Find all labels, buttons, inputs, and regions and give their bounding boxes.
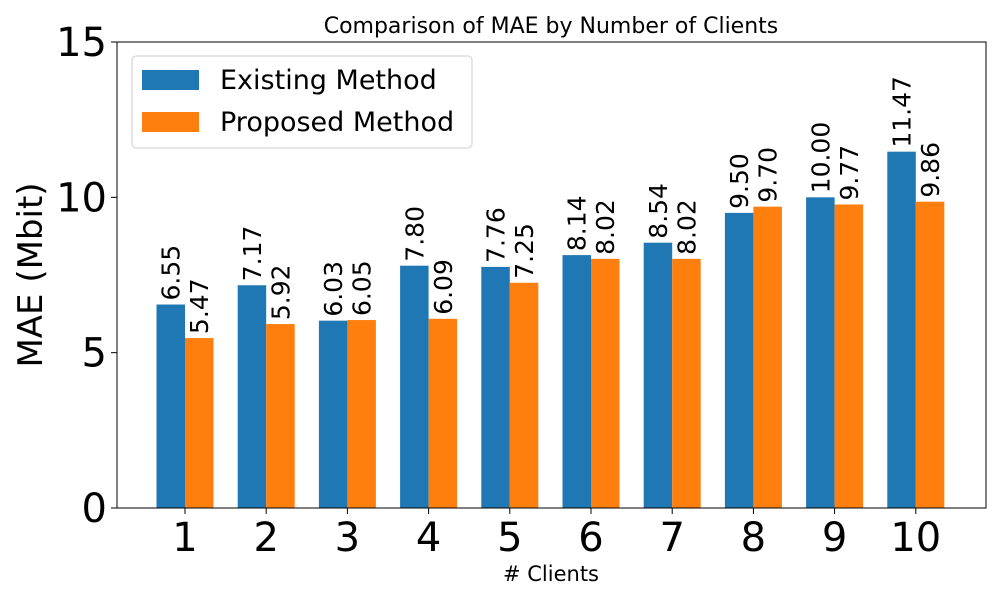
bar-existing-10	[887, 151, 916, 508]
bar-proposed-5	[509, 282, 539, 508]
bar-existing-8	[724, 212, 754, 508]
bar-existing-5	[481, 266, 510, 508]
bar-existing-1	[156, 304, 185, 508]
data-label-existing-6: 8.14	[563, 195, 592, 251]
bar-proposed-4	[428, 318, 458, 508]
data-label-proposed-1: 5.47	[185, 278, 214, 334]
data-label-existing-3: 6.03	[319, 261, 348, 317]
x-axis-ticks: 1 2 3 4 5 6 7 8 9 10	[172, 508, 941, 561]
x-tick-label: 7	[659, 515, 684, 561]
y-tick-label: 15	[56, 20, 107, 66]
x-axis-label: # Clients	[503, 562, 599, 586]
bar-proposed-2	[266, 324, 295, 508]
x-tick-label: 3	[335, 515, 360, 561]
bar-proposed-3	[347, 320, 376, 508]
data-label-existing-9: 10.00	[806, 122, 835, 194]
x-tick-label: 10	[890, 515, 941, 561]
data-labels-group: 6.55 7.17 6.03 7.80 7.76 8.14 8.54 9.50 10.00 11.…	[157, 76, 945, 334]
data-label-proposed-9: 9.77	[835, 145, 864, 201]
x-tick-label: 8	[741, 515, 766, 561]
data-label-proposed-7: 8.02	[672, 199, 701, 255]
data-label-proposed-10: 9.86	[916, 142, 945, 198]
bar-proposed-6	[591, 258, 620, 508]
bar-proposed-10	[915, 201, 945, 508]
data-label-existing-10: 11.47	[888, 76, 917, 148]
plot-frame	[116, 41, 987, 509]
chart-title: Comparison of MAE by Number of Clients	[324, 14, 779, 39]
bar-proposed-1	[185, 338, 214, 508]
data-label-existing-1: 6.55	[157, 245, 186, 301]
legend-label-proposed: Proposed Method	[220, 107, 454, 138]
data-label-proposed-6: 8.02	[591, 199, 620, 255]
legend-swatch-existing	[142, 70, 199, 90]
data-label-proposed-2: 5.92	[266, 264, 295, 320]
x-tick-label: 5	[497, 515, 522, 561]
data-label-proposed-8: 9.70	[754, 147, 783, 203]
y-tick-label: 0	[82, 486, 107, 532]
bar-existing-6	[562, 255, 591, 508]
x-tick-label: 9	[822, 515, 847, 561]
bar-existing-2	[237, 285, 267, 508]
y-tick-label: 10	[56, 175, 107, 221]
bar-existing-7	[643, 242, 673, 508]
data-label-proposed-4: 6.09	[429, 259, 458, 315]
x-tick-label: 4	[416, 515, 441, 561]
data-label-existing-8: 9.50	[725, 153, 754, 209]
legend-swatch-proposed	[142, 112, 199, 132]
legend: Existing Method Proposed Method	[131, 55, 473, 149]
data-label-existing-5: 7.76	[482, 207, 511, 263]
bar-proposed-7	[672, 258, 701, 508]
x-tick-label: 1	[172, 515, 197, 561]
data-label-proposed-3: 6.05	[348, 260, 377, 316]
legend-box	[131, 55, 473, 149]
data-label-existing-4: 7.80	[400, 206, 429, 262]
bar-existing-4	[400, 265, 429, 508]
bars-group	[156, 151, 945, 509]
y-axis-label: MAE (Mbit)	[11, 182, 51, 367]
x-tick-label: 6	[578, 515, 603, 561]
data-label-existing-7: 8.54	[644, 183, 673, 239]
bar-existing-9	[806, 197, 835, 509]
bar-proposed-9	[834, 204, 864, 508]
data-label-existing-2: 7.17	[238, 226, 267, 282]
data-label-proposed-5: 7.25	[510, 223, 539, 279]
y-tick-label: 5	[82, 331, 107, 377]
bar-proposed-8	[753, 206, 782, 509]
legend-label-existing: Existing Method	[220, 65, 437, 96]
bar-existing-3	[318, 320, 348, 508]
y-axis-ticks: 0 5 10 15	[56, 20, 117, 532]
x-tick-label: 2	[253, 515, 278, 561]
